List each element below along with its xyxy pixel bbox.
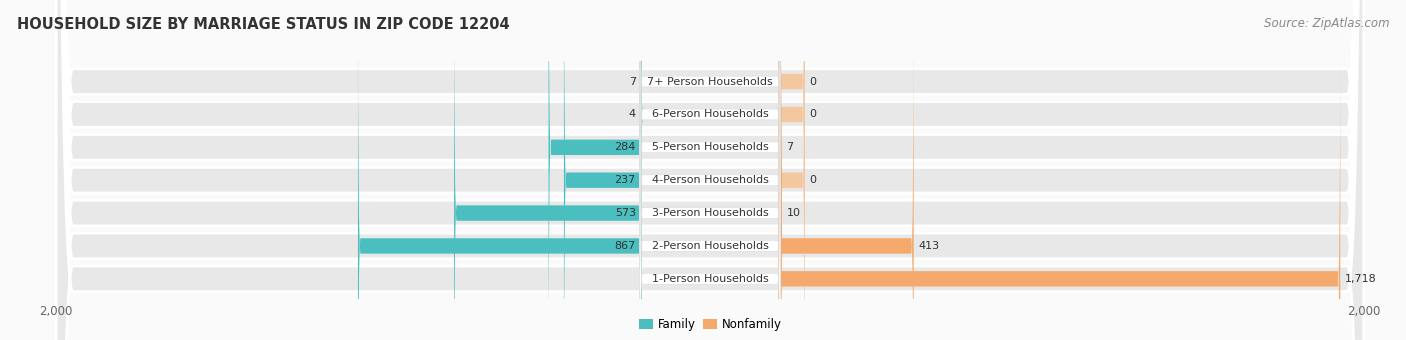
FancyBboxPatch shape: [640, 0, 780, 340]
FancyBboxPatch shape: [779, 23, 1340, 340]
Text: 6-Person Households: 6-Person Households: [651, 109, 769, 119]
FancyBboxPatch shape: [779, 0, 804, 340]
FancyBboxPatch shape: [56, 0, 1364, 340]
FancyBboxPatch shape: [638, 0, 643, 340]
FancyBboxPatch shape: [56, 0, 1364, 340]
FancyBboxPatch shape: [359, 0, 641, 340]
Text: 4-Person Households: 4-Person Households: [651, 175, 769, 185]
FancyBboxPatch shape: [779, 0, 782, 340]
FancyBboxPatch shape: [779, 0, 914, 340]
Text: 5-Person Households: 5-Person Households: [651, 142, 769, 152]
FancyBboxPatch shape: [640, 0, 780, 340]
FancyBboxPatch shape: [548, 0, 641, 340]
Text: 0: 0: [808, 76, 815, 87]
Text: 284: 284: [614, 142, 636, 152]
FancyBboxPatch shape: [638, 0, 641, 337]
Text: 1,718: 1,718: [1346, 274, 1376, 284]
Text: 0: 0: [808, 109, 815, 119]
Text: 4: 4: [628, 109, 636, 119]
Text: 3-Person Households: 3-Person Households: [651, 208, 769, 218]
FancyBboxPatch shape: [640, 21, 780, 340]
Text: Source: ZipAtlas.com: Source: ZipAtlas.com: [1264, 17, 1389, 30]
FancyBboxPatch shape: [779, 0, 804, 340]
Text: 573: 573: [614, 208, 636, 218]
FancyBboxPatch shape: [56, 0, 1364, 340]
Text: 7: 7: [786, 142, 793, 152]
Text: 0: 0: [808, 175, 815, 185]
FancyBboxPatch shape: [779, 0, 804, 337]
Text: 2-Person Households: 2-Person Households: [651, 241, 769, 251]
FancyBboxPatch shape: [640, 0, 780, 340]
FancyBboxPatch shape: [56, 0, 1364, 340]
Text: 10: 10: [787, 208, 801, 218]
FancyBboxPatch shape: [640, 0, 780, 340]
FancyBboxPatch shape: [779, 0, 782, 340]
Text: 413: 413: [918, 241, 939, 251]
FancyBboxPatch shape: [56, 0, 1364, 340]
FancyBboxPatch shape: [640, 0, 780, 339]
FancyBboxPatch shape: [564, 0, 641, 340]
Text: 237: 237: [614, 175, 636, 185]
Legend: Family, Nonfamily: Family, Nonfamily: [634, 314, 786, 336]
Text: 7+ Person Households: 7+ Person Households: [647, 76, 773, 87]
Text: 867: 867: [614, 241, 636, 251]
FancyBboxPatch shape: [56, 0, 1364, 340]
Text: 1-Person Households: 1-Person Households: [651, 274, 769, 284]
Text: 7: 7: [628, 76, 636, 87]
FancyBboxPatch shape: [454, 0, 641, 340]
FancyBboxPatch shape: [640, 0, 780, 340]
FancyBboxPatch shape: [56, 0, 1364, 340]
Text: HOUSEHOLD SIZE BY MARRIAGE STATUS IN ZIP CODE 12204: HOUSEHOLD SIZE BY MARRIAGE STATUS IN ZIP…: [17, 17, 509, 32]
